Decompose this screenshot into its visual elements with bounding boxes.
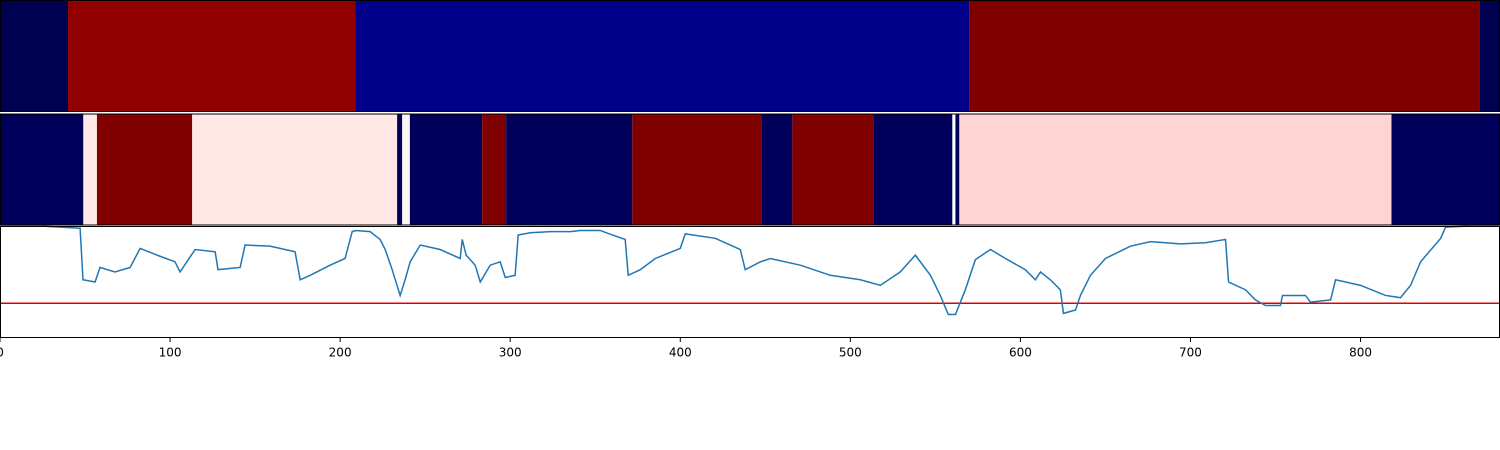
- x-tick-label: 500: [839, 346, 862, 360]
- band-segment: [873, 113, 953, 226]
- band-segment: [959, 113, 1392, 226]
- band-segment: [402, 113, 410, 226]
- band-segment: [96, 113, 193, 226]
- x-tick-label: 200: [329, 346, 352, 360]
- band-segment: [355, 0, 970, 112]
- data-line: [0, 225, 1500, 316]
- x-tick-label: 100: [159, 346, 182, 360]
- panel-frame: [0, 226, 1500, 338]
- band-segment: [68, 0, 356, 112]
- band-segment: [83, 113, 97, 226]
- band-segment: [1391, 113, 1500, 226]
- band-segment: [192, 113, 398, 226]
- x-tick-label: 0: [0, 346, 4, 360]
- band-segment: [482, 113, 507, 226]
- band-segment: [632, 113, 762, 226]
- x-tick-label: 300: [499, 346, 522, 360]
- x-tick-label: 800: [1349, 346, 1372, 360]
- band-segment: [506, 113, 633, 226]
- band-segment: [952, 113, 956, 226]
- band-segment: [792, 113, 874, 226]
- band-segment: [1479, 0, 1500, 112]
- band-segment: [0, 0, 69, 112]
- x-tick-label: 700: [1179, 346, 1202, 360]
- x-tick-label: 400: [669, 346, 692, 360]
- band-segment: [409, 113, 483, 226]
- band-segment: [0, 113, 84, 226]
- band-segment: [969, 0, 1480, 112]
- x-tick-label: 600: [1009, 346, 1032, 360]
- band-segment: [955, 113, 960, 226]
- band-segment: [397, 113, 403, 226]
- band-segment: [761, 113, 793, 226]
